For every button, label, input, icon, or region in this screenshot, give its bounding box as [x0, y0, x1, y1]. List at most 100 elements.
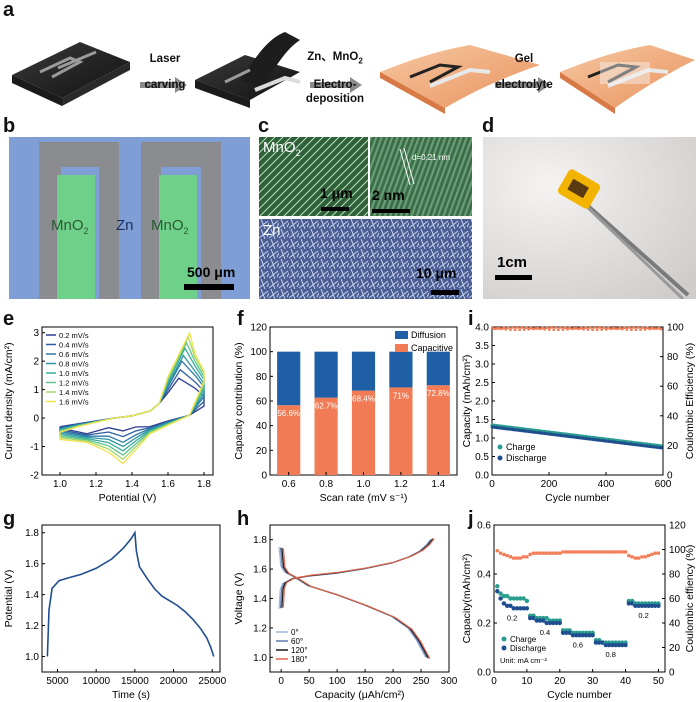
zn-label: Zn [116, 217, 134, 234]
rate-label-0: 0.2 [507, 613, 517, 622]
cyc-y-right-tick-label: 20 [667, 441, 679, 452]
rate-discharge-point [600, 640, 605, 645]
gcd-x-tick-label: 10000 [82, 676, 110, 687]
cc-y-axis-title: Capacity contribution (%) [233, 342, 245, 459]
rate-charge-point [518, 596, 523, 601]
ce-point [538, 327, 542, 331]
gcd-x-axis-title: Time (s) [112, 689, 150, 701]
cc-x-tick-label: 0.6 [282, 479, 296, 490]
ce-point [611, 326, 615, 330]
rate-y-right-axis-title: Coulombic effiency (%) [684, 545, 696, 653]
cyc-y-left-tick-label: 2.0 [475, 397, 489, 408]
rate-y-right-tick-label: 40 [669, 619, 681, 630]
step1-label: Laser carving [140, 52, 190, 92]
rate-ce-point [600, 550, 605, 554]
step3-line2: electrolyte [495, 79, 553, 91]
rate-discharge-point [534, 618, 539, 623]
step3-line1: Gel [514, 53, 534, 65]
ce-point [573, 327, 576, 330]
rate-legend-label-discharge: Discharge [510, 644, 547, 653]
ce-point [557, 328, 560, 331]
rate-discharge-point [649, 603, 655, 609]
charge-curve-3 [282, 538, 435, 608]
cyc-y-left-axis-title: Capacity (mAh/cm²) [462, 355, 473, 448]
ce-point [554, 325, 558, 329]
rate-y-right-tick-label: 0 [669, 668, 675, 679]
mno2-sem-texture [259, 137, 368, 216]
rate-ce-point [587, 550, 591, 554]
capacitive-bar-0 [277, 405, 301, 475]
ce-point [636, 326, 640, 329]
ce-point [609, 327, 613, 331]
diffusion-bar-0 [277, 351, 301, 406]
cyc-x-axis-title: Cycle number [545, 492, 610, 504]
rate-discharge-point [544, 620, 549, 626]
rate-discharge-point [580, 633, 585, 638]
ce-point [600, 328, 604, 331]
scale-bar-label-c1: 1 μm [320, 185, 353, 201]
ce-point [659, 327, 663, 331]
rate-legend-marker-charge [501, 636, 507, 642]
cv-legend-label-7: 1.6 mV/s [59, 398, 89, 407]
cyc-y-right-tick-label: 40 [667, 411, 679, 422]
rate-discharge-point [587, 633, 592, 638]
ce-point [630, 328, 633, 331]
ce-point [509, 328, 512, 331]
rate-charge-point [508, 596, 513, 601]
cyc-y-right-tick-label: 100 [667, 323, 684, 334]
cv-y-tick-label: 3 [33, 328, 39, 339]
ce-point [511, 326, 515, 329]
ce-point [527, 327, 531, 331]
rate-ce-point [561, 550, 565, 554]
cc-y-tick-label: 20 [256, 446, 268, 457]
rate-ce-point [515, 556, 519, 560]
cc-x-tick-label: 1.2 [394, 479, 408, 490]
rate-discharge-point [646, 603, 651, 609]
scale-bar-label-c3: 10 μm [416, 265, 457, 281]
rate-ce-point [617, 550, 621, 554]
rate-ce-point [541, 551, 545, 555]
rate-x-tick-label: 50 [653, 676, 665, 687]
ce-point [545, 326, 549, 329]
capacitive-value-label-3: 71% [393, 391, 409, 400]
gcd-y-tick-label: 1.8 [25, 528, 39, 539]
hrtem-image: d=0.21 nm 2 nm [370, 137, 472, 216]
cv-y-tick-label: 1 [33, 385, 39, 396]
zn-sem-image: Zn 10 μm [259, 219, 472, 299]
long-cycling-chart: 0 200 400 600 0.0 0.5 1.0 1.5 2.0 2.5 3.0 3.5 4.0 0 20… [462, 323, 696, 505]
rate-ce-point [564, 550, 568, 554]
ce-point [655, 327, 658, 330]
rate-ce-point [584, 550, 588, 554]
rate-ce-point [554, 551, 559, 555]
zn-label-c: Zn [263, 222, 281, 239]
rate-x-tick-label: 30 [587, 676, 599, 687]
rate-ce-point [548, 551, 552, 555]
rate-charge-point [495, 584, 500, 589]
rate-discharge-point [508, 603, 513, 609]
rate-ce-point [535, 551, 539, 555]
cyc-y-left-tick-label: 2.5 [475, 378, 489, 389]
plot-frame [41, 326, 214, 476]
cv-x-tick-label: 1.8 [197, 479, 211, 490]
device-photo-drawing [483, 137, 696, 299]
rate-ce-point [643, 555, 647, 559]
cv-x-tick-label: 1.2 [89, 479, 103, 490]
ce-point [639, 328, 642, 331]
cc-x-tick-label: 0.8 [319, 479, 333, 490]
ce-point [648, 327, 651, 331]
cyc-y-left-tick-label: 3.0 [475, 360, 489, 371]
rate-discharge-point [606, 642, 612, 648]
ce-point [561, 328, 565, 331]
step1-line1: Laser [149, 53, 181, 65]
bend-y-tick-label: 1.4 [253, 594, 267, 605]
cyc-y-left-tick-label: 1.5 [475, 415, 489, 426]
gcd-y-tick-label: 1.6 [25, 559, 39, 570]
rate-discharge-point [560, 630, 566, 635]
rate-ce-point [594, 550, 598, 554]
rate-ce-point [653, 551, 657, 555]
bend-y-tick-label: 1.2 [253, 623, 267, 634]
rate-y-right-tick-label: 60 [669, 594, 681, 605]
bend-y-tick-label: 1.0 [253, 653, 267, 664]
rate-charge-point [504, 593, 510, 599]
rate-ce-point [610, 550, 614, 554]
